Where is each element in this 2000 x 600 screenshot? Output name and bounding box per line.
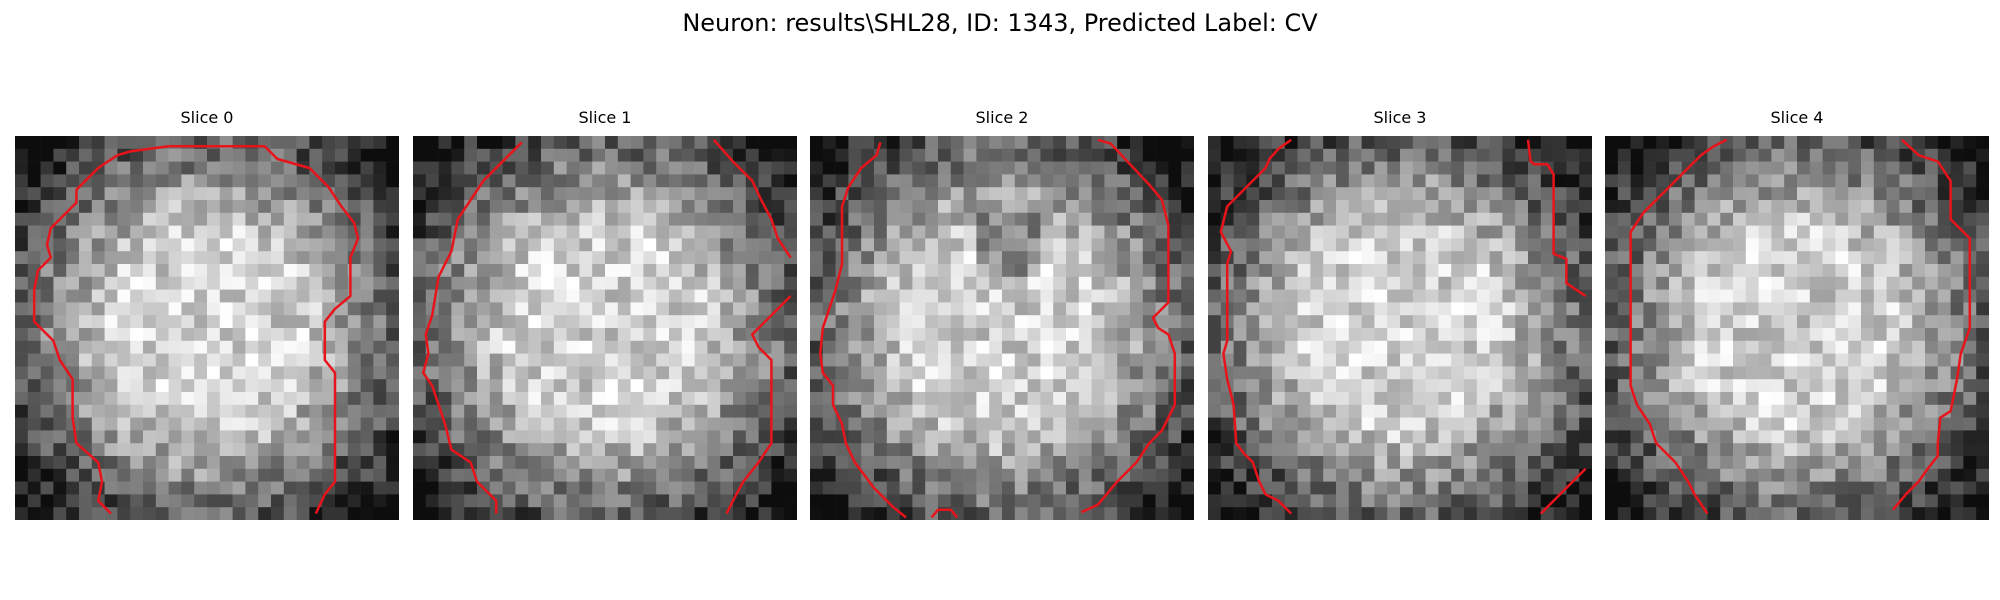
slice-title: Slice 2 xyxy=(975,108,1029,127)
slice-image xyxy=(15,136,399,520)
slice-panel-4: Slice 4 xyxy=(1605,108,1989,520)
contour-line xyxy=(421,141,523,514)
slice-image xyxy=(1605,136,1989,520)
slice-image xyxy=(413,136,797,520)
slice-panel-0: Slice 0 xyxy=(15,108,399,520)
contour-line xyxy=(1080,138,1177,514)
contour-line xyxy=(1629,138,1728,515)
contour-line xyxy=(168,144,360,515)
contour-line xyxy=(1539,467,1587,515)
contour-line xyxy=(1219,138,1293,515)
contour-line xyxy=(1526,139,1587,298)
contour-line xyxy=(712,138,792,259)
slice-title: Slice 4 xyxy=(1770,108,1824,127)
figure-title: Neuron: results\SHL28, ID: 1343, Predict… xyxy=(682,9,1318,37)
slice-title: Slice 1 xyxy=(578,108,632,127)
contour-line xyxy=(818,142,907,519)
contour-line xyxy=(117,144,169,157)
slice-panel-3: Slice 3 xyxy=(1208,108,1592,520)
slice-panel-2: Slice 2 xyxy=(810,108,1194,520)
pixel-grid xyxy=(810,136,1194,520)
pixel-grid xyxy=(413,136,797,520)
contour-line xyxy=(32,154,119,515)
pixel-grid xyxy=(15,136,399,520)
slice-title: Slice 3 xyxy=(1373,108,1427,127)
contour-line xyxy=(1892,138,1972,511)
pixel-grid xyxy=(1208,136,1592,520)
contour-line xyxy=(930,508,959,519)
slice-panel-1: Slice 1 xyxy=(413,108,797,520)
slice-image xyxy=(1208,136,1592,520)
contour-line xyxy=(725,295,792,515)
slice-title: Slice 0 xyxy=(180,108,234,127)
slice-image xyxy=(810,136,1194,520)
